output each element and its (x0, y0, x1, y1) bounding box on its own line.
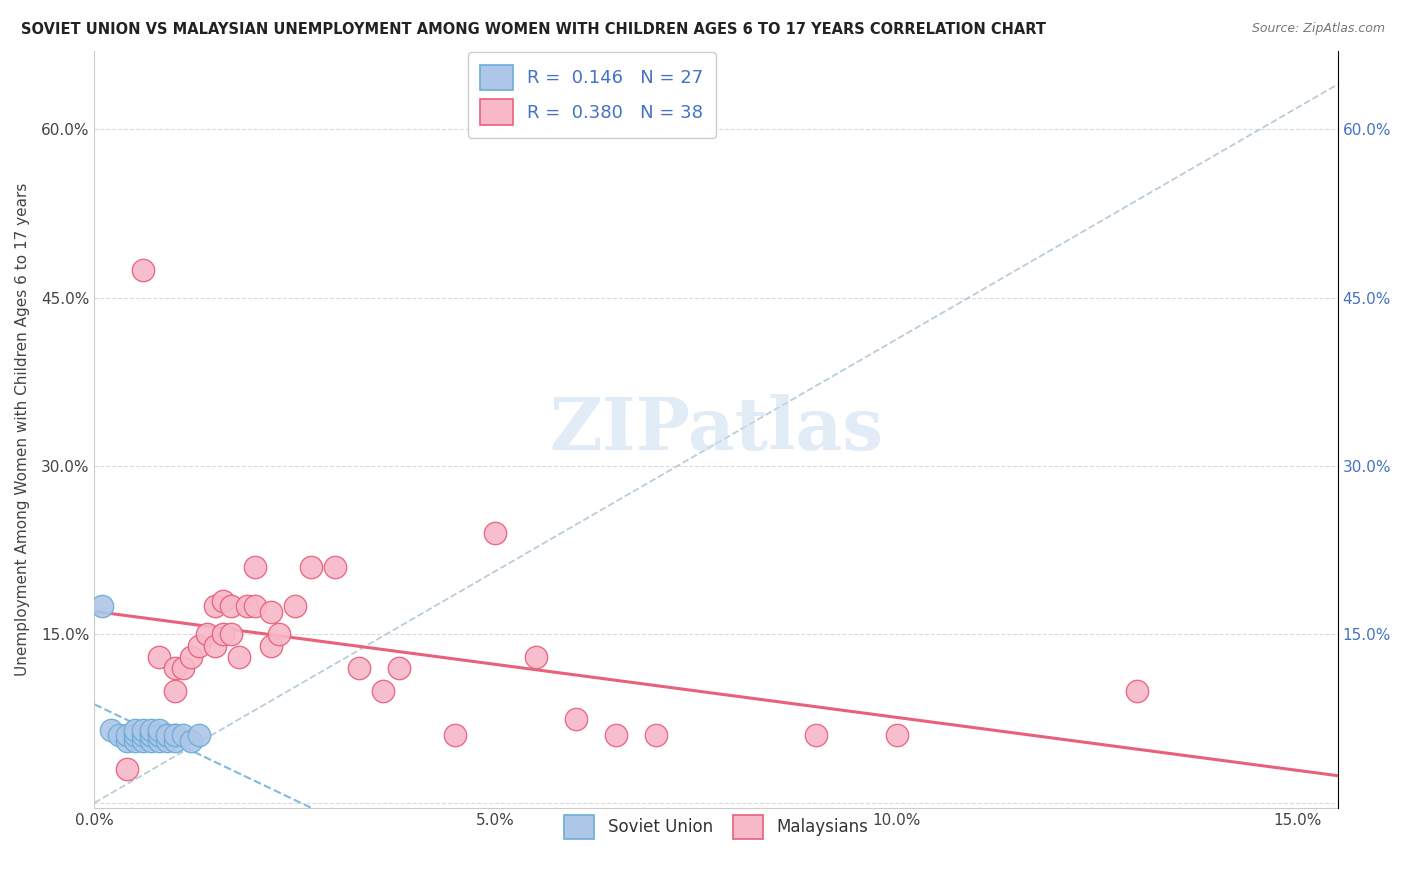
Point (228, 649, 250, 664)
Text: SOVIET UNION VS MALAYSIAN UNEMPLOYMENT AMONG WOMEN WITH CHILDREN AGES 6 TO 17 YE: SOVIET UNION VS MALAYSIAN UNEMPLOYMENT A… (21, 22, 1046, 37)
Point (388, 661, 411, 675)
Point (139, 734, 162, 748)
Point (211, 593, 233, 607)
Point (139, 729, 162, 743)
Point (139, 723, 162, 737)
Point (180, 734, 202, 748)
Point (187, 639, 209, 653)
Y-axis label: Unemployment Among Women with Children Ages 6 to 17 years: Unemployment Among Women with Children A… (15, 183, 30, 676)
Point (124, 734, 146, 748)
Point (284, 599, 307, 614)
Point (524, 649, 547, 664)
Point (115, 762, 138, 776)
Point (187, 729, 209, 743)
Point (163, 729, 186, 743)
Point (243, 560, 266, 574)
Point (91, 599, 114, 614)
Point (243, 599, 266, 614)
Point (115, 734, 138, 748)
Point (172, 729, 194, 743)
Point (163, 729, 186, 743)
Point (180, 649, 202, 664)
Point (163, 734, 186, 748)
Point (148, 729, 170, 743)
Point (148, 649, 170, 664)
Point (131, 729, 153, 743)
Point (115, 729, 138, 743)
Point (148, 723, 170, 737)
Point (156, 729, 179, 743)
Point (204, 599, 226, 614)
Point (172, 661, 194, 675)
Point (124, 729, 146, 743)
Point (163, 683, 186, 698)
Point (886, 729, 908, 743)
Text: Source: ZipAtlas.com: Source: ZipAtlas.com (1251, 22, 1385, 36)
Point (219, 627, 242, 641)
Point (323, 560, 346, 574)
Text: ZIPatlas: ZIPatlas (548, 394, 883, 465)
Point (219, 599, 242, 614)
Point (299, 560, 322, 574)
Point (139, 729, 162, 743)
Point (204, 639, 226, 653)
Point (564, 712, 586, 726)
Point (211, 627, 233, 641)
Point (1126, 683, 1149, 698)
Point (260, 639, 283, 653)
Point (267, 627, 290, 641)
Point (156, 734, 179, 748)
Point (645, 729, 668, 743)
Point (131, 262, 153, 277)
Point (148, 734, 170, 748)
Point (124, 723, 146, 737)
Point (605, 729, 627, 743)
Point (148, 729, 170, 743)
Point (236, 599, 259, 614)
Point (806, 729, 828, 743)
Legend: Soviet Union, Malaysians: Soviet Union, Malaysians (558, 809, 875, 846)
Point (373, 683, 395, 698)
Point (107, 729, 129, 743)
Point (131, 723, 153, 737)
Point (131, 734, 153, 748)
Point (195, 627, 218, 641)
Point (260, 605, 283, 619)
Point (444, 729, 467, 743)
Point (156, 729, 179, 743)
Point (347, 661, 370, 675)
Point (163, 661, 186, 675)
Point (100, 723, 122, 737)
Point (484, 526, 506, 541)
